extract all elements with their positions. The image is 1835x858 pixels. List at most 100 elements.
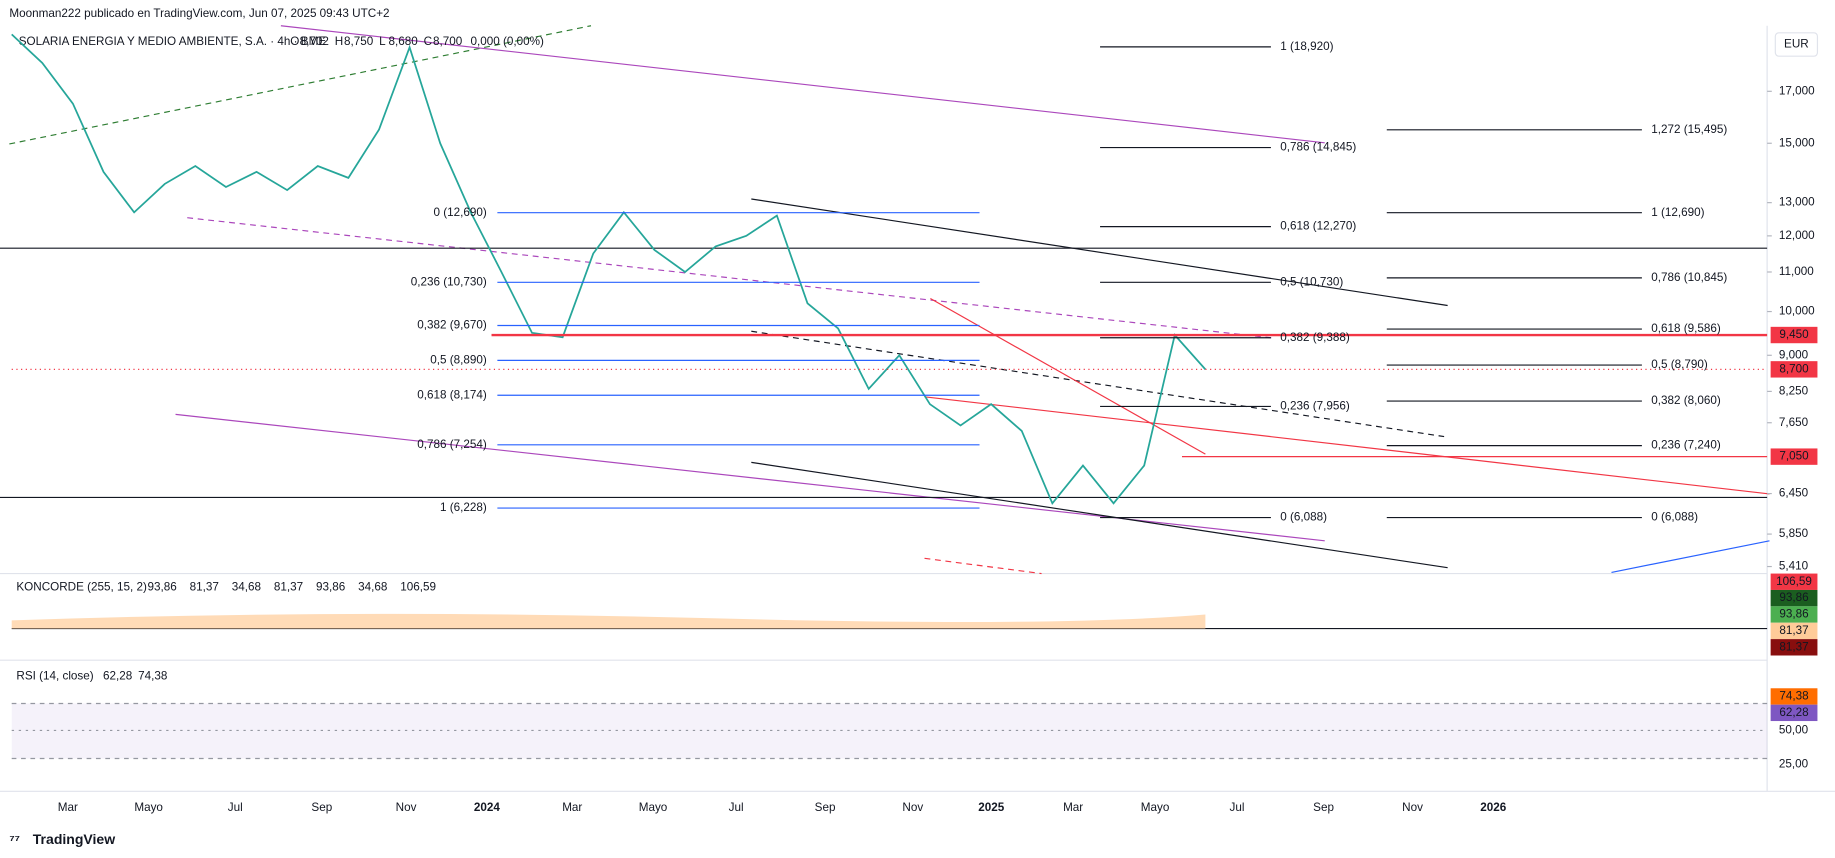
price-tag — [1770, 448, 1818, 465]
price-tag-label: 7,050 — [1779, 450, 1809, 463]
trendline — [187, 217, 1276, 339]
footer-logo: TradingView — [33, 831, 115, 847]
price-tick-label: 11,000 — [1779, 265, 1814, 278]
koncorde-tag — [1770, 639, 1818, 656]
rsi-tag — [1770, 704, 1818, 722]
trendline — [1611, 540, 1770, 573]
price-line — [11, 33, 1207, 506]
fib-label: 0,5 (10,730) — [1280, 275, 1343, 288]
rsi-tag-label: 74,38 — [1779, 690, 1808, 703]
koncorde-value: 81,37 — [274, 581, 303, 594]
fib-label: 1,272 (15,495) — [1651, 123, 1727, 136]
ohlc-key: O — [290, 35, 299, 48]
time-label: Mar — [1063, 801, 1083, 814]
ohlc-key: H — [335, 35, 343, 48]
fib-label: 0,236 (7,956) — [1280, 400, 1350, 413]
trendline — [280, 25, 1325, 144]
time-label: Mar — [58, 801, 78, 814]
price-tag — [1770, 361, 1818, 378]
time-label: Nov — [902, 801, 923, 814]
logo-icon: ⁷⁷ — [9, 832, 20, 847]
time-label: 2025 — [978, 801, 1004, 814]
time-label: Jul — [729, 801, 744, 814]
rsi-axis-label: 25,00 — [1779, 757, 1809, 770]
ohlc-value: 8,702 — [300, 35, 329, 48]
time-label: Jul — [1230, 801, 1245, 814]
author-line: Moonman222 publicado en TradingView.com,… — [9, 7, 389, 20]
fib-label: 0,618 (12,270) — [1280, 220, 1356, 233]
trendline — [751, 198, 1448, 307]
fib-label: 0,786 (10,845) — [1651, 271, 1727, 284]
price-tick-label: 15,000 — [1779, 136, 1815, 149]
fib-label: 0,382 (9,670) — [417, 319, 487, 332]
fib-label: 1 (6,228) — [440, 501, 487, 514]
koncorde-tag-label: 93,86 — [1779, 608, 1808, 621]
ohlc-value: 8,750 — [344, 35, 374, 48]
koncorde-value: 34,68 — [358, 581, 387, 594]
koncorde-value: 34,68 — [232, 581, 261, 594]
trendline — [751, 330, 1445, 438]
fib-label: 0,5 (8,790) — [1651, 358, 1708, 371]
koncorde-value: 106,59 — [400, 581, 436, 594]
fib-label: 1 (18,920) — [1280, 40, 1333, 53]
time-label: Mayo — [134, 801, 163, 814]
koncorde-tag-label: 93,86 — [1779, 591, 1808, 604]
currency[interactable]: EUR — [1784, 38, 1809, 51]
price-tick-label: 5,850 — [1779, 527, 1809, 540]
trendline — [9, 25, 592, 145]
koncorde-area — [11, 613, 1206, 629]
trendline — [924, 396, 1770, 495]
fib-label: 0,236 (7,240) — [1651, 439, 1721, 452]
rsi-tag-label: 62,28 — [1779, 706, 1808, 719]
fib-label: 0,236 (10,730) — [411, 275, 487, 288]
rsi-title: RSI (14, close) — [16, 670, 93, 683]
ohlc-value: 8,700 — [433, 35, 463, 48]
koncorde-tag — [1770, 589, 1818, 607]
time-label: Nov — [1402, 801, 1423, 814]
koncorde-value: 81,37 — [190, 581, 219, 594]
trendline — [751, 461, 1448, 569]
koncorde-tag — [1770, 622, 1818, 640]
koncorde-tag-label: 81,37 — [1779, 624, 1808, 637]
price-tick-label: 12,000 — [1779, 229, 1815, 242]
rsi-tag — [1770, 688, 1818, 705]
rsi-value: 74,38 — [138, 670, 167, 683]
fib-label: 0,786 (7,254) — [417, 438, 487, 451]
time-label: Mayo — [639, 801, 668, 814]
price-tick-label: 8,250 — [1779, 384, 1809, 397]
koncorde-value: 93,86 — [316, 581, 345, 594]
koncorde-tag-label: 81,37 — [1779, 640, 1808, 653]
change: 0,000 (0,00%) — [470, 35, 544, 48]
fib-label: 0,382 (9,388) — [1280, 331, 1350, 344]
symbol: SOLARIA ENERGIA Y MEDIO AMBIENTE, S.A. ·… — [19, 35, 327, 48]
fib-label: 0,5 (8,890) — [430, 353, 487, 366]
trendline — [924, 557, 1042, 575]
ohlc-key: C — [424, 35, 432, 48]
time-label: Mar — [562, 801, 582, 814]
ohlc-value: 8,680 — [389, 35, 419, 48]
ohlc-key: L — [379, 35, 386, 48]
fib-label: 1 (12,690) — [1651, 206, 1704, 219]
time-label: Mayo — [1141, 801, 1170, 814]
currency-button[interactable] — [1774, 32, 1819, 57]
time-label: 2024 — [474, 801, 500, 814]
rsi-value: 62,28 — [103, 670, 132, 683]
fib-label: 0,786 (14,845) — [1280, 141, 1356, 154]
price-tag-label: 8,700 — [1779, 362, 1809, 375]
rsi-axis-label: 50,00 — [1779, 724, 1809, 737]
koncorde-tag-label: 106,59 — [1776, 575, 1812, 588]
koncorde-tag — [1770, 573, 1818, 590]
fib-label: 0,618 (9,586) — [1651, 322, 1721, 335]
price-tick-label: 17,000 — [1779, 84, 1815, 97]
price-tick-label: 5,410 — [1779, 560, 1809, 573]
price-tick-label: 9,000 — [1779, 348, 1809, 361]
time-label: Nov — [396, 801, 417, 814]
price-tick-label: 13,000 — [1779, 196, 1815, 209]
price-tick-label: 10,000 — [1779, 305, 1815, 318]
time-label: Sep — [311, 801, 332, 814]
koncorde-tag — [1770, 606, 1818, 623]
price-tag — [1770, 326, 1818, 344]
price-tag-label: 9,450 — [1779, 328, 1809, 341]
